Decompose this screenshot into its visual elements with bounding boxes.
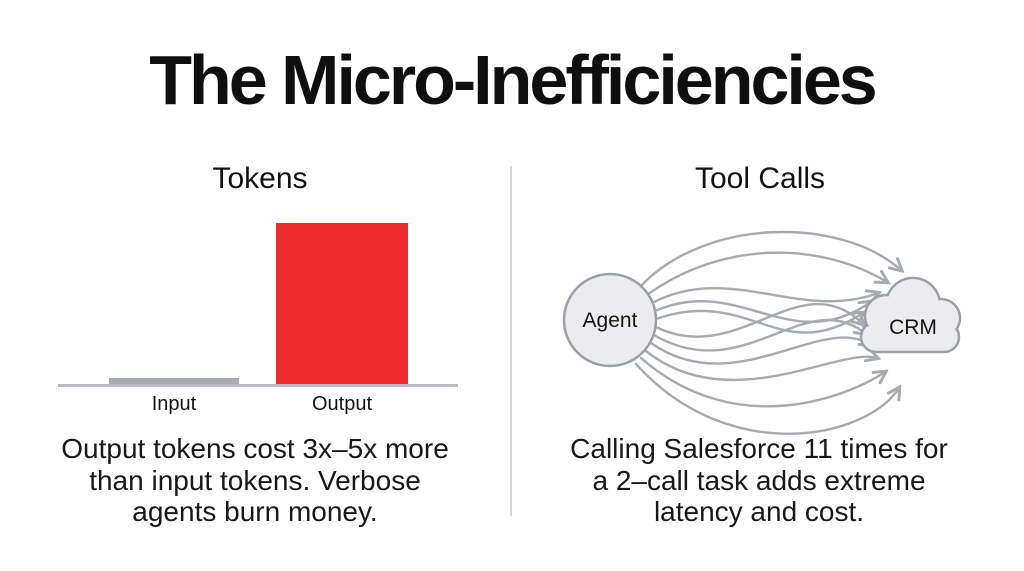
tokens-bar-chart: Input Output — [58, 200, 458, 420]
crm-cloud-node: CRM — [859, 276, 962, 354]
chart-baseline — [58, 384, 458, 387]
agent-node: Agent — [562, 272, 658, 368]
input-axis-label: Input — [151, 393, 197, 415]
tool-calls-diagram: Agent CRM — [562, 230, 962, 435]
tokens-panel-heading: Tokens — [212, 162, 308, 195]
tokens-caption-line: agents burn money. — [132, 496, 378, 527]
output-axis-label: Output — [311, 393, 373, 415]
input-tokens-bar — [109, 378, 239, 386]
output-tokens-bar — [276, 223, 408, 386]
tokens-caption-line: Output tokens cost 3x–5x more — [61, 433, 449, 464]
panel-divider — [510, 166, 512, 516]
page-title: The Micro-Inefficiencies — [149, 41, 877, 119]
tokens-caption: Output tokens cost 3x–5x more than input… — [38, 433, 472, 528]
tool-calls-caption: Calling Salesforce 11 times for a 2–call… — [542, 433, 976, 528]
tool-call-arrows — [634, 230, 901, 435]
tool-calls-caption-line: a 2–call task adds extreme — [592, 464, 926, 496]
tool-calls-panel-heading: Tool Calls — [694, 162, 826, 195]
tokens-caption-line: than input tokens. Verbose — [89, 464, 421, 496]
tool-calls-caption-line: latency and cost. — [653, 496, 865, 527]
crm-node-label: CRM — [889, 316, 937, 339]
agent-node-label: Agent — [583, 309, 638, 332]
tool-calls-caption-line: Calling Salesforce 11 times for — [570, 433, 948, 464]
